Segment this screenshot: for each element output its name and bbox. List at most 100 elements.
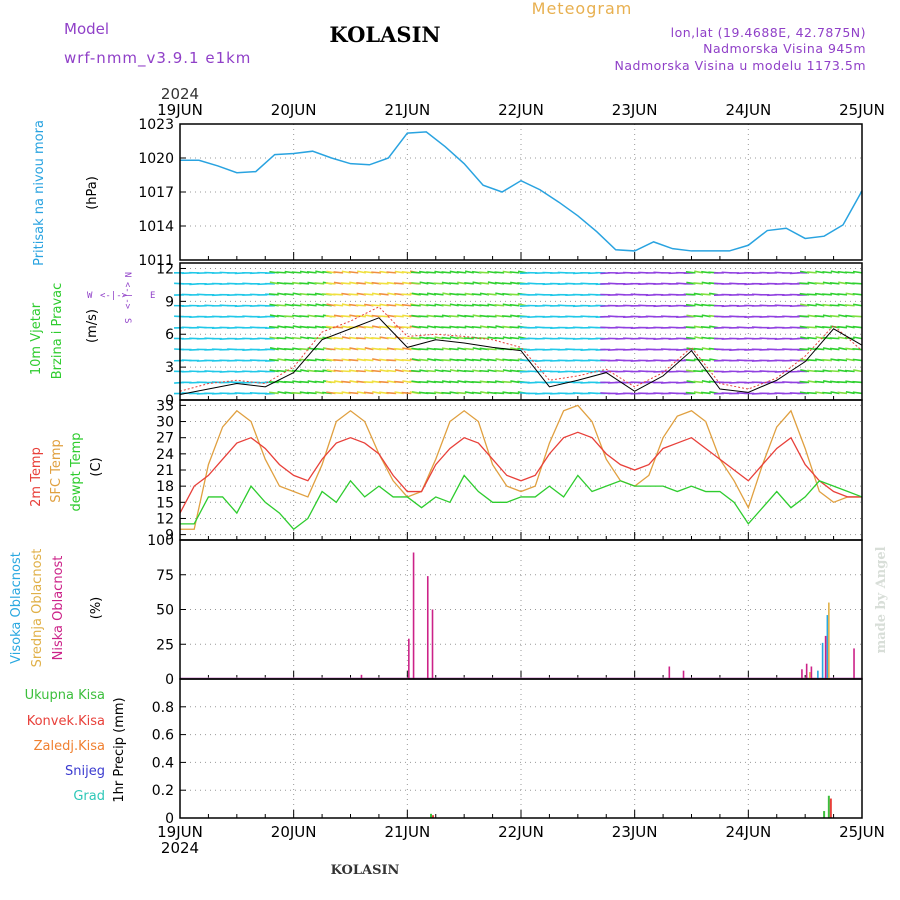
wind-arrow [456,391,467,395]
temp-unit: (C) [89,457,104,476]
wind-arrow [479,271,490,274]
wind-unit: (m/s) [85,309,100,343]
pressure-unit: (hPa) [85,176,100,210]
wind-arrow [314,380,325,384]
wind-arrow [348,358,359,362]
wind-arrow [371,271,382,274]
wind-arrow [448,315,459,318]
wind-arrow [853,369,863,373]
product-title: Meteogram [532,0,633,18]
wind-arrow [495,358,505,362]
wind-arrow [348,270,359,274]
wind-arrow [449,368,459,373]
wind-arrow [314,314,325,318]
wind-arrow [441,359,452,362]
wind-arrow [700,358,711,362]
wind-arrow [693,282,704,285]
wind-arrow [433,347,444,351]
wind-arrow [502,380,512,384]
wind-arrow [464,314,474,318]
y-tick-label: 33 [156,398,174,414]
wind-arrow [509,391,520,395]
wind-arrow [799,380,810,384]
wind-arrow [426,392,437,395]
wind-arrow [487,358,497,362]
wind-arrow [495,292,505,296]
wind-arrow [284,380,294,384]
wind-arrow [799,282,810,285]
y-tick-label: 25 [156,637,174,653]
wind-arrow [340,314,351,318]
wind-arrow [341,380,351,384]
station-title: KOLASIN [329,22,440,47]
wind-arrow [829,347,840,351]
y-tick-label: 12 [156,261,174,277]
wind-arrow [694,270,704,274]
wind-arrow [509,303,520,307]
wind-arrow [269,314,279,318]
wind-arrow [401,391,412,395]
wind-arrow [853,336,863,340]
cloud-title-1: Visoka Oblacnost [9,552,24,664]
precip-legend-item: Grad [73,789,105,804]
wind-arrow [701,347,711,351]
wind-arrow [378,380,389,384]
wind-arrow [277,390,287,395]
compass-n: N [122,272,132,277]
wind-arrow [837,293,848,296]
wind-arrow [471,325,482,329]
wind-arrow [371,369,382,373]
y-tick-label: 1023 [138,117,174,133]
precip-legend-item: Snijeg [65,764,105,779]
wind-arrow [844,369,855,373]
y-tick-label: 0.6 [152,728,174,744]
wind-arrow [693,347,704,351]
wind-arrow [410,337,421,340]
wind-arrow [394,369,404,373]
wind-arrow [426,369,437,373]
wind-arrow [814,380,825,384]
wind-arrow [378,348,389,351]
wind-arrow [685,326,696,329]
bottom-date-labels: 19JUN 20JUN 21JUN 22JUN 23JUN 24JUN 25JUN [157,823,885,841]
wind-arrow [284,348,294,351]
wind-arrow [807,303,817,307]
pressure-title: Pritisak na nivou mora [32,120,47,266]
wind-arrow [852,292,863,296]
wind-arrow [333,303,344,307]
wind-arrow [418,325,429,329]
wind-arrow [693,314,704,318]
y-tick-label: 0.4 [152,755,174,771]
panel-frame [179,678,863,819]
wind-arrow [379,325,389,329]
wind-arrow [349,380,359,384]
wind-arrow [806,391,817,395]
wind-arrow [464,282,474,285]
wind-arrow [486,315,497,318]
wind-arrow [284,292,294,296]
bottom-date-label: 20JUN [271,823,317,841]
wind-arrow [449,336,459,340]
wind-arrow [325,380,336,384]
compass-arrow-h: <-|-> [100,291,128,301]
bottom-date-label: 22JUN [498,823,544,841]
wind-arrow [291,359,302,362]
wind-arrow [306,326,317,329]
wind-arrow [394,347,404,351]
wind-arrow [356,314,366,318]
wind-arrow [333,359,344,362]
y-tick-label: 0.2 [152,783,174,799]
wind-arrow [341,303,351,307]
wind-arrow [441,303,452,307]
wind-arrow [393,315,404,318]
bottom-date-label: 24JUN [725,823,771,841]
wind-arrow [333,336,344,340]
wind-arrow [807,336,817,340]
wind-arrow [364,347,374,351]
y-tick-label: 75 [156,568,174,584]
wind-arrow [852,391,863,395]
wind-arrows [173,270,863,395]
wind-arrow [509,271,520,274]
wind-arrow [479,281,490,285]
